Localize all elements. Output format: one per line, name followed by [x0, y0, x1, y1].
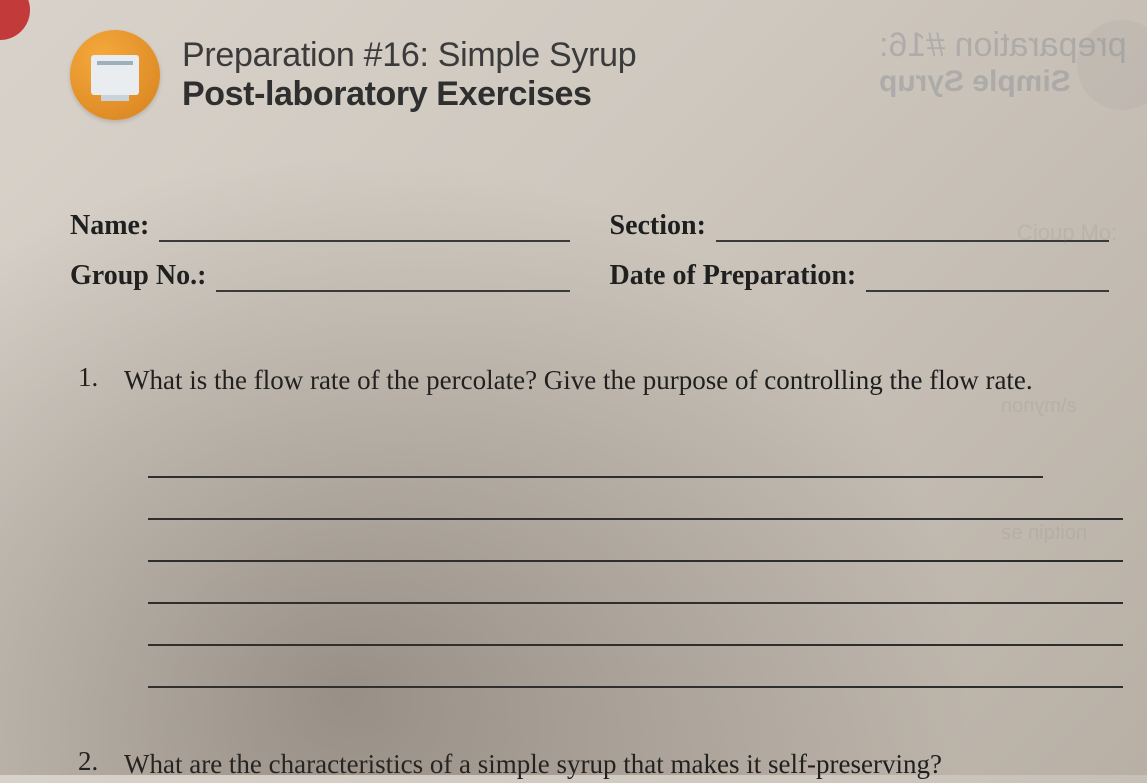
- lab-badge-icon: [70, 30, 160, 120]
- question-2: 2. What are the characteristics of a sim…: [78, 746, 1123, 782]
- page-title: Preparation #16: Simple Syrup: [182, 36, 636, 75]
- answer-line[interactable]: [148, 520, 1123, 562]
- question-1: 1. What is the flow rate of the percolat…: [78, 362, 1123, 688]
- page-subtitle: Post-laboratory Exercises: [182, 75, 636, 114]
- question-2-text: What are the characteristics of a simple…: [124, 746, 1123, 782]
- question-2-number: 2.: [78, 746, 106, 782]
- computer-icon: [91, 55, 139, 95]
- header-row: Preparation #16: Simple Syrup Post-labor…: [70, 30, 1129, 120]
- answer-line[interactable]: [148, 646, 1123, 688]
- date-blank-line[interactable]: [866, 263, 1109, 292]
- section-blank-line[interactable]: [716, 213, 1109, 242]
- name-field: Name:: [70, 210, 570, 242]
- answer-line[interactable]: [148, 562, 1123, 604]
- group-label: Group No.:: [70, 260, 206, 292]
- worksheet-page: Preparation #16: Simple Syrup Post-labor…: [0, 0, 1147, 775]
- answer-line[interactable]: [148, 478, 1123, 520]
- title-block: Preparation #16: Simple Syrup Post-labor…: [182, 30, 636, 114]
- date-field: Date of Preparation:: [610, 260, 1110, 292]
- questions-block: 1. What is the flow rate of the percolat…: [70, 362, 1129, 783]
- answer-line[interactable]: [148, 436, 1043, 478]
- name-blank-line[interactable]: [159, 213, 569, 242]
- answer-line[interactable]: [148, 604, 1123, 646]
- section-label: Section:: [610, 210, 706, 242]
- section-field: Section:: [610, 210, 1110, 242]
- meta-grid: Name: Section: Group No.: Date of Prepar…: [70, 210, 1129, 292]
- question-1-number: 1.: [78, 362, 106, 398]
- date-label: Date of Preparation:: [610, 260, 857, 292]
- group-field: Group No.:: [70, 260, 570, 292]
- group-blank-line[interactable]: [216, 263, 569, 292]
- question-1-text: What is the flow rate of the percolate? …: [124, 362, 1123, 398]
- name-label: Name:: [70, 210, 149, 242]
- question-1-answer-lines[interactable]: [148, 436, 1123, 688]
